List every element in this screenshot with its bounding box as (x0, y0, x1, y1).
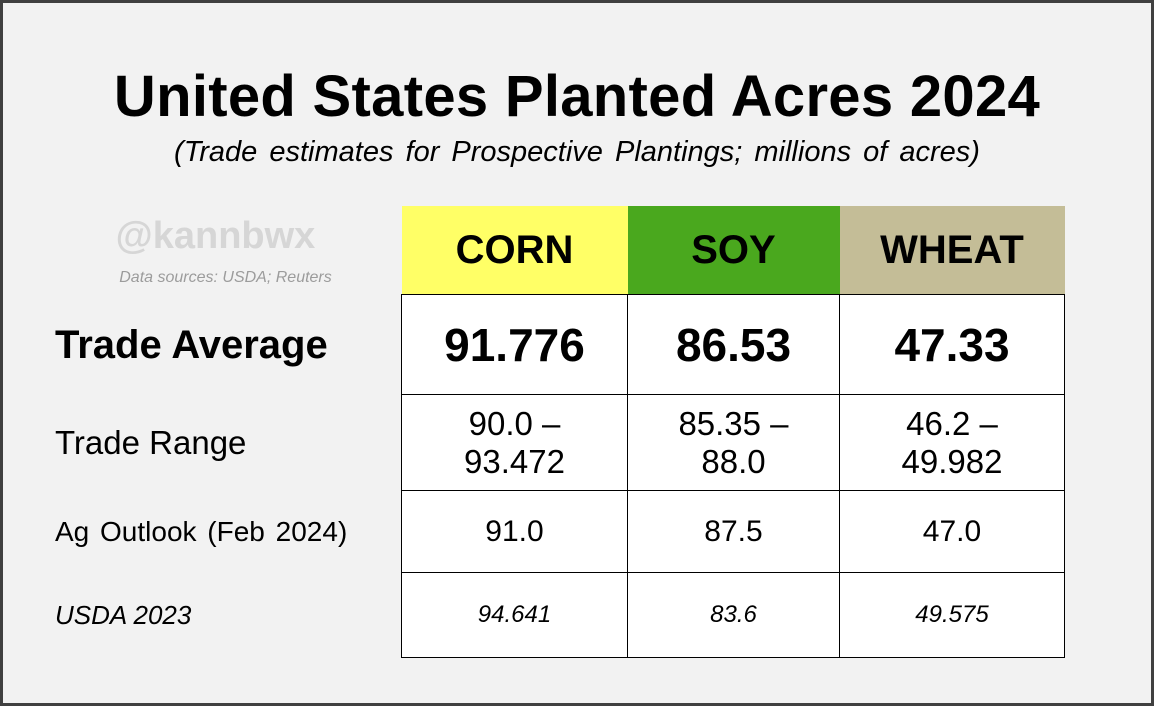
range-high-soy: 88.0 (701, 442, 766, 480)
cell-usda-2023-soy: 83.6 (627, 572, 840, 658)
column-header-wheat: WHEAT (839, 206, 1065, 295)
watermark-handle: @kannbwx (115, 215, 316, 257)
chart-subtitle: (Trade estimates for Prospective Plantin… (174, 136, 980, 168)
range-high-wheat: 49.982 (901, 442, 1003, 480)
table-row-trade-range: 90.0 – 93.472 85.35 – 88.0 46.2 – 49.982 (401, 394, 1065, 491)
table-row-usda-2023: 94.641 83.6 49.575 (401, 572, 1065, 658)
cell-trade-average-soy: 86.53 (627, 294, 840, 395)
cell-ag-outlook-corn: 91.0 (401, 490, 628, 573)
column-header-corn: CORN (401, 206, 628, 295)
acreage-table: CORN SOY WHEAT 91.776 86.53 47.33 90.0 –… (401, 206, 1065, 658)
cell-usda-2023-corn: 94.641 (401, 572, 628, 658)
range-low-soy: 85.35 – (678, 404, 789, 442)
cell-ag-outlook-soy: 87.5 (627, 490, 840, 573)
cell-trade-range-corn: 90.0 – 93.472 (401, 394, 628, 491)
cell-trade-range-wheat: 46.2 – 49.982 (839, 394, 1065, 491)
cell-ag-outlook-wheat: 47.0 (839, 490, 1065, 573)
cell-trade-range-soy: 85.35 – 88.0 (627, 394, 840, 491)
range-low-wheat: 46.2 – (906, 404, 998, 442)
range-low-corn: 90.0 – (468, 404, 561, 442)
cell-trade-average-corn: 91.776 (401, 294, 628, 395)
chart-title: United States Planted Acres 2024 (113, 64, 1041, 129)
column-header-soy: SOY (627, 206, 840, 295)
row-label-trade-range: Trade Range (55, 424, 247, 461)
row-label-ag-outlook: Ag Outlook (Feb 2024) (55, 516, 348, 547)
range-high-corn: 93.472 (464, 442, 565, 480)
row-label-trade-average: Trade Average (55, 322, 328, 367)
cell-usda-2023-wheat: 49.575 (839, 572, 1065, 658)
data-sources-note: Data sources: USDA; Reuters (119, 269, 332, 286)
header-row: CORN SOY WHEAT (401, 206, 1065, 295)
cell-trade-average-wheat: 47.33 (839, 294, 1065, 395)
table-row-trade-average: 91.776 86.53 47.33 (401, 294, 1065, 395)
row-label-usda-2023: USDA 2023 (55, 600, 192, 630)
table-row-ag-outlook: 91.0 87.5 47.0 (401, 490, 1065, 573)
